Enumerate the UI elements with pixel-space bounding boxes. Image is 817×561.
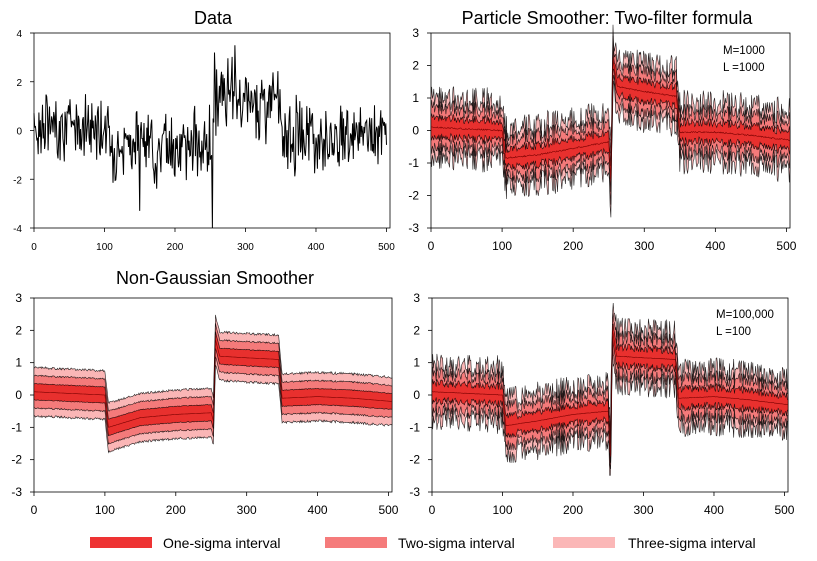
y-tick-label: 2 bbox=[15, 323, 22, 337]
panel-nongaussian-smoother: Non-Gaussian Smoother 0 100 200 300 400 500 -3… bbox=[11, 268, 398, 517]
x-tick-label: 200 bbox=[563, 239, 583, 253]
x-tick-label: 300 bbox=[237, 503, 257, 517]
x-tick-label: 500 bbox=[378, 242, 395, 253]
legend: One-sigma interval Two-sigma interval Th… bbox=[90, 535, 756, 551]
y-tick-label: 0 bbox=[16, 127, 22, 138]
x-tick-label: 0 bbox=[429, 503, 436, 517]
y-tick-label: -3 bbox=[11, 485, 22, 499]
y-tick-label: -1 bbox=[11, 420, 22, 434]
y-tick-label: -2 bbox=[11, 453, 22, 467]
y-tick-label: -2 bbox=[408, 189, 419, 203]
pf2-annotation-l: L =100 bbox=[716, 326, 751, 338]
one-sigma-band bbox=[33, 331, 393, 437]
y-tick-label: 2 bbox=[16, 78, 22, 89]
mean-line bbox=[431, 330, 789, 457]
two-sigma-band bbox=[33, 323, 393, 446]
legend-label-three-sigma: Three-sigma interval bbox=[628, 535, 756, 551]
y-tick-label: -3 bbox=[408, 221, 419, 235]
x-tick-label: 100 bbox=[96, 242, 113, 253]
x-tick-label: 400 bbox=[308, 242, 325, 253]
y-tick-label: -1 bbox=[409, 420, 420, 434]
pf-annotation-m: M=1000 bbox=[723, 45, 765, 57]
x-tick-label: 200 bbox=[167, 242, 184, 253]
y-tick-label: 2 bbox=[412, 59, 419, 73]
legend-label-one-sigma: One-sigma interval bbox=[163, 535, 281, 551]
y-tick-label: 0 bbox=[15, 388, 22, 402]
pf2-annotation-m: M=100,000 bbox=[716, 309, 774, 321]
legend-swatch-one-sigma bbox=[90, 537, 152, 548]
panel-data: Data 0 100 200 300 400 500 -4 -2 0 2 4 bbox=[13, 8, 395, 253]
y-tick-label: 3 bbox=[15, 291, 22, 305]
y-tick-label: -4 bbox=[13, 224, 22, 235]
x-tick-label: 200 bbox=[563, 503, 583, 517]
x-tick-label: 300 bbox=[237, 242, 254, 253]
x-tick-label: 400 bbox=[705, 239, 725, 253]
panel-pf-title: Particle Smoother: Two-filter formula bbox=[462, 8, 754, 28]
data-series-line bbox=[33, 45, 387, 229]
x-tick-label: 0 bbox=[428, 239, 435, 253]
x-tick-label: 500 bbox=[776, 239, 796, 253]
x-tick-label: 500 bbox=[774, 503, 794, 517]
y-tick-label: 1 bbox=[413, 356, 420, 370]
panel-data-title: Data bbox=[194, 8, 233, 28]
panel-pf2-plot: 0 100 200 300 400 500 -3 -2 -1 0 1 2 3 bbox=[409, 291, 794, 517]
y-tick-label: 0 bbox=[413, 388, 420, 402]
panel-ng-title: Non-Gaussian Smoother bbox=[116, 268, 314, 288]
one-sigma-band bbox=[431, 323, 789, 463]
legend-label-two-sigma: Two-sigma interval bbox=[398, 535, 515, 551]
y-tick-label: -2 bbox=[409, 453, 420, 467]
y-tick-label: 1 bbox=[15, 356, 22, 370]
y-tick-label: -2 bbox=[13, 175, 22, 186]
y-tick-label: 3 bbox=[413, 291, 420, 305]
y-tick-label: -1 bbox=[408, 156, 419, 170]
x-tick-label: 0 bbox=[31, 503, 38, 517]
x-tick-label: 200 bbox=[166, 503, 186, 517]
panel-particle-smoother-2: M=100,000 L =100 0 100 200 300 400 500-3-2-10… bbox=[409, 291, 794, 517]
pf-annotation-l: L =1000 bbox=[723, 62, 764, 74]
y-tick-label: 0 bbox=[412, 124, 419, 138]
y-tick-label: 4 bbox=[16, 29, 22, 40]
legend-swatch-two-sigma bbox=[325, 537, 387, 548]
x-tick-label: 300 bbox=[634, 239, 654, 253]
y-tick-label: 1 bbox=[412, 91, 419, 105]
x-tick-label: 400 bbox=[308, 503, 328, 517]
mean-line bbox=[34, 339, 393, 428]
x-tick-label: 500 bbox=[378, 503, 398, 517]
legend-swatch-three-sigma bbox=[553, 537, 615, 548]
panel-particle-smoother: Particle Smoother: Two-filter formula M=… bbox=[408, 8, 796, 253]
mean-line bbox=[431, 58, 791, 179]
two-sigma-band bbox=[431, 313, 789, 470]
panel-ng-plot: 0 100 200 300 400 500 -3 -2 -1 0 1 2 3 bbox=[11, 291, 398, 517]
panel-pf-plot: 0 100 200 300 400 500 -3 -2 -1 0 1 2 3 bbox=[408, 24, 797, 253]
x-tick-label: 300 bbox=[633, 503, 653, 517]
y-tick-label: 3 bbox=[412, 26, 419, 40]
x-tick-label: 0 bbox=[31, 242, 37, 253]
x-tick-label: 100 bbox=[492, 503, 512, 517]
x-tick-label: 100 bbox=[492, 239, 512, 253]
x-tick-label: 400 bbox=[704, 503, 724, 517]
panel-data-plot: 0 100 200 300 400 500 -4 -2 0 2 4 bbox=[13, 29, 395, 253]
one-sigma-band bbox=[430, 47, 791, 192]
x-tick-label: 100 bbox=[95, 503, 115, 517]
y-tick-label: -3 bbox=[409, 485, 420, 499]
y-tick-label: 2 bbox=[413, 323, 420, 337]
